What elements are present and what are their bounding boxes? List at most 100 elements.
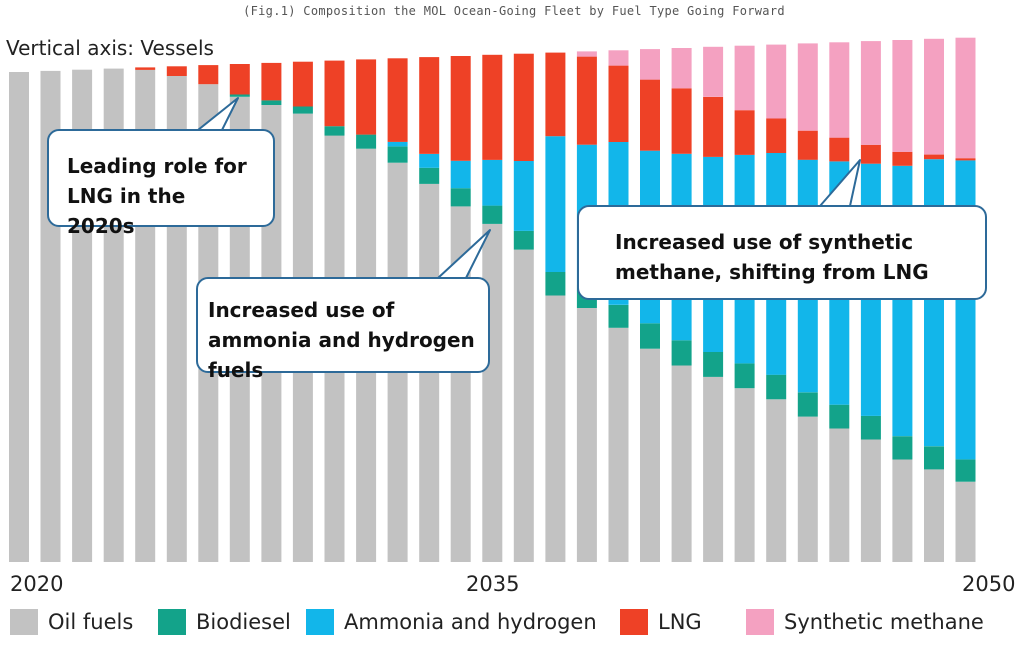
bar-2035-ammonia-and-hydrogen: [482, 159, 503, 206]
bar-2044-lng: [766, 118, 787, 153]
bar-2049-oil-fuels: [924, 469, 944, 562]
bar-2024-lng: [135, 67, 156, 70]
legend-item-oil: Oil fuels: [10, 606, 133, 638]
bar-2031-biodiesel: [356, 134, 377, 149]
bar-2041-lng: [671, 88, 692, 154]
bar-2036-biodiesel: [513, 230, 534, 250]
bar-2029-lng: [292, 61, 313, 107]
bar-2035-biodiesel: [482, 205, 503, 224]
bar-2035-lng: [482, 54, 503, 160]
bar-2037-biodiesel: [545, 272, 566, 296]
bar-2034-ammonia-and-hydrogen: [450, 160, 471, 189]
legend-label-lng: LNG: [658, 610, 702, 634]
bar-2039-oil-fuels: [608, 327, 629, 562]
bar-2028-biodiesel: [261, 100, 282, 105]
bar-2028-lng: [261, 62, 282, 101]
bar-2034-lng: [450, 56, 471, 161]
bar-2050-biodiesel: [955, 459, 976, 482]
callout-pointer-lng: [197, 97, 239, 131]
legend-item-biodiesel: Biodiesel: [158, 606, 291, 638]
bar-2048-synthetic-methane: [892, 40, 913, 152]
bar-2039-biodiesel: [608, 304, 629, 328]
bar-2043-biodiesel: [734, 363, 755, 389]
bar-2030-lng: [324, 60, 345, 127]
bar-2036-ammonia-and-hydrogen: [513, 161, 534, 231]
bar-2045-synthetic-methane: [797, 43, 818, 131]
bar-2027-lng: [229, 64, 250, 95]
bar-2034-biodiesel: [450, 188, 471, 207]
bar-2049-biodiesel: [924, 446, 944, 470]
bar-2038-lng: [576, 56, 597, 145]
legend-swatch-biodiesel: [158, 609, 186, 635]
legend-label-oil: Oil fuels: [48, 610, 134, 634]
callout-ammonia: Increased use of ammonia and hydrogen fu…: [196, 277, 490, 382]
bar-2049-synthetic-methane: [924, 38, 944, 155]
bar-2046-oil-fuels: [829, 428, 850, 562]
legend: Oil fuels Biodiesel Ammonia and hydrogen…: [10, 606, 1020, 638]
legend-label-synthetic-methane: Synthetic methane: [784, 610, 984, 634]
legend-label-ammonia: Ammonia and hydrogen: [344, 610, 597, 634]
bar-2033-lng: [419, 57, 440, 154]
bar-2045-biodiesel: [797, 392, 818, 417]
legend-item-lng: LNG: [620, 606, 702, 638]
bar-2044-synthetic-methane: [766, 44, 787, 119]
bar-2037-oil-fuels: [545, 295, 566, 562]
bar-2043-oil-fuels: [734, 388, 755, 562]
bar-2042-synthetic-methane: [703, 46, 724, 97]
bar-2047-synthetic-methane: [860, 41, 881, 145]
bar-2047-biodiesel: [860, 415, 881, 440]
callout-lng-text: Leading role for LNG in the 2020s: [67, 154, 247, 238]
bar-2038-oil-fuels: [576, 308, 597, 562]
legend-swatch-lng: [620, 609, 648, 635]
bar-2043-lng: [734, 110, 755, 155]
legend-swatch-synthetic-methane: [746, 609, 774, 635]
bar-2050-synthetic-methane: [955, 37, 976, 159]
bar-2041-synthetic-methane: [671, 48, 692, 89]
bar-2030-biodiesel: [324, 126, 345, 136]
bar-2040-lng: [640, 79, 660, 151]
bar-2031-lng: [356, 59, 377, 135]
chart-title: (Fig.1) Composition the MOL Ocean-Going …: [243, 4, 785, 18]
bar-2020-oil-fuels: [9, 72, 29, 562]
bar-2050-lng: [955, 158, 976, 161]
bar-2027-biodiesel: [229, 94, 250, 97]
bar-2036-lng: [513, 53, 534, 162]
bar-2048-biodiesel: [892, 436, 913, 460]
bar-2040-synthetic-methane: [640, 49, 660, 80]
bar-2041-biodiesel: [671, 340, 692, 366]
bar-2047-lng: [860, 144, 881, 164]
bar-2040-oil-fuels: [640, 348, 660, 562]
bar-2042-oil-fuels: [703, 376, 724, 562]
legend-swatch-ammonia: [306, 609, 334, 635]
bar-2044-oil-fuels: [766, 399, 787, 562]
bar-2042-lng: [703, 96, 724, 157]
bar-2044-biodiesel: [766, 374, 787, 400]
bar-2025-lng: [166, 66, 187, 76]
callout-methane-text: Increased use of synthetic methane, shif…: [615, 230, 929, 284]
callout-methane: Increased use of synthetic methane, shif…: [577, 205, 987, 300]
bar-2048-lng: [892, 151, 913, 166]
bar-2043-synthetic-methane: [734, 45, 755, 111]
bar-2041-oil-fuels: [671, 365, 692, 562]
bar-2046-lng: [829, 137, 850, 162]
x-tick-2050: 2050: [962, 572, 1016, 596]
callout-pointer-ammonia: [437, 229, 491, 279]
bar-2039-lng: [608, 65, 629, 142]
x-tick-2035: 2035: [466, 572, 520, 596]
bar-2036-oil-fuels: [513, 249, 534, 562]
callout-lng: Leading role for LNG in the 2020s: [47, 129, 275, 238]
callout-pointer-methane: [819, 159, 861, 207]
bar-2032-lng: [387, 58, 408, 142]
bar-2048-oil-fuels: [892, 459, 913, 562]
bar-2032-biodiesel: [387, 146, 408, 163]
legend-item-synthetic-methane: Synthetic methane: [746, 606, 984, 638]
y-axis-label: Vertical axis: Vessels: [6, 36, 214, 60]
bar-2050-oil-fuels: [955, 481, 976, 562]
bar-2045-lng: [797, 130, 818, 160]
bar-2037-lng: [545, 52, 566, 137]
bar-2047-oil-fuels: [860, 439, 881, 562]
legend-swatch-oil: [10, 609, 38, 635]
bar-2046-biodiesel: [829, 404, 850, 429]
bar-2040-biodiesel: [640, 323, 660, 349]
legend-label-biodiesel: Biodiesel: [196, 610, 291, 634]
